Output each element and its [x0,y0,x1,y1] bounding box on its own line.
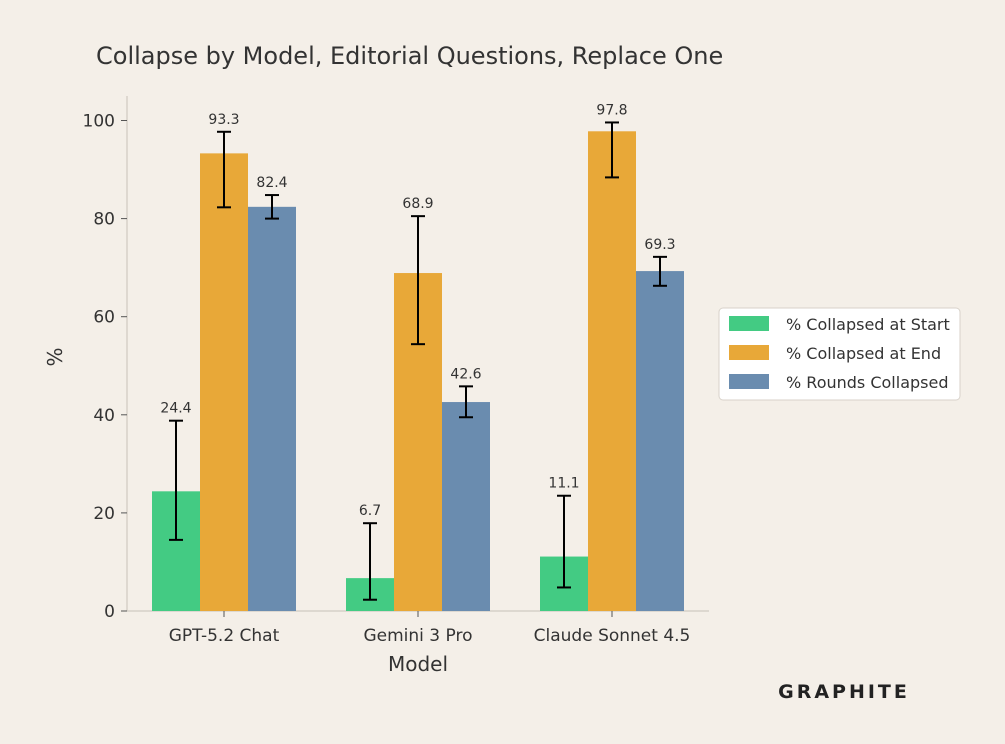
x-tick-label: GPT-5.2 Chat [169,626,280,646]
legend-swatch [729,316,769,331]
bars [152,131,684,611]
y-axis-label: % [43,347,67,366]
bar [442,402,490,611]
data-label: 42.6 [450,366,481,382]
data-label: 97.8 [596,102,627,118]
y-tick-label: 60 [93,308,115,328]
bar [636,271,684,611]
legend-label: % Rounds Collapsed [786,373,948,392]
legend: % Collapsed at Start % Collapsed at End % … [718,307,961,401]
data-label: 69.3 [644,237,675,253]
bar [248,206,296,611]
y-tick-label: 40 [93,406,115,426]
data-label: 24.4 [160,401,191,417]
data-label: 6.7 [359,503,381,519]
chart-title: Collapse by Model, Editorial Questions, … [96,42,723,70]
y-tick-label: 20 [93,504,115,524]
error-bars [169,121,667,601]
data-label: 11.1 [548,476,579,492]
legend-swatch [729,345,769,360]
x-tick-label: Gemini 3 Pro [363,626,472,646]
x-axis-label: Model [388,652,448,676]
y-tick-label: 100 [83,112,115,132]
x-axis: GPT-5.2 Chat Gemini 3 Pro Claude Sonnet 4.… [127,610,709,646]
legend-swatch [729,374,769,389]
data-label: 82.4 [256,175,287,191]
graphite-logo: GRAPHITE [778,681,910,703]
bar [200,153,248,611]
y-tick-label: 0 [104,602,115,622]
data-label: 93.3 [208,112,239,128]
legend-label: % Collapsed at End [786,344,941,363]
bar [588,131,636,611]
legend-label: % Collapsed at Start [786,315,950,334]
data-label: 68.9 [402,196,433,212]
y-tick-label: 80 [93,210,115,230]
data-labels: 24.4 6.7 11.1 93.3 68.9 97.8 82.4 42.6 69.3 [160,102,675,519]
x-tick-label: Claude Sonnet 4.5 [534,626,691,646]
y-axis: 0 20 40 60 80 100 [83,95,128,622]
legend-box [718,307,961,401]
